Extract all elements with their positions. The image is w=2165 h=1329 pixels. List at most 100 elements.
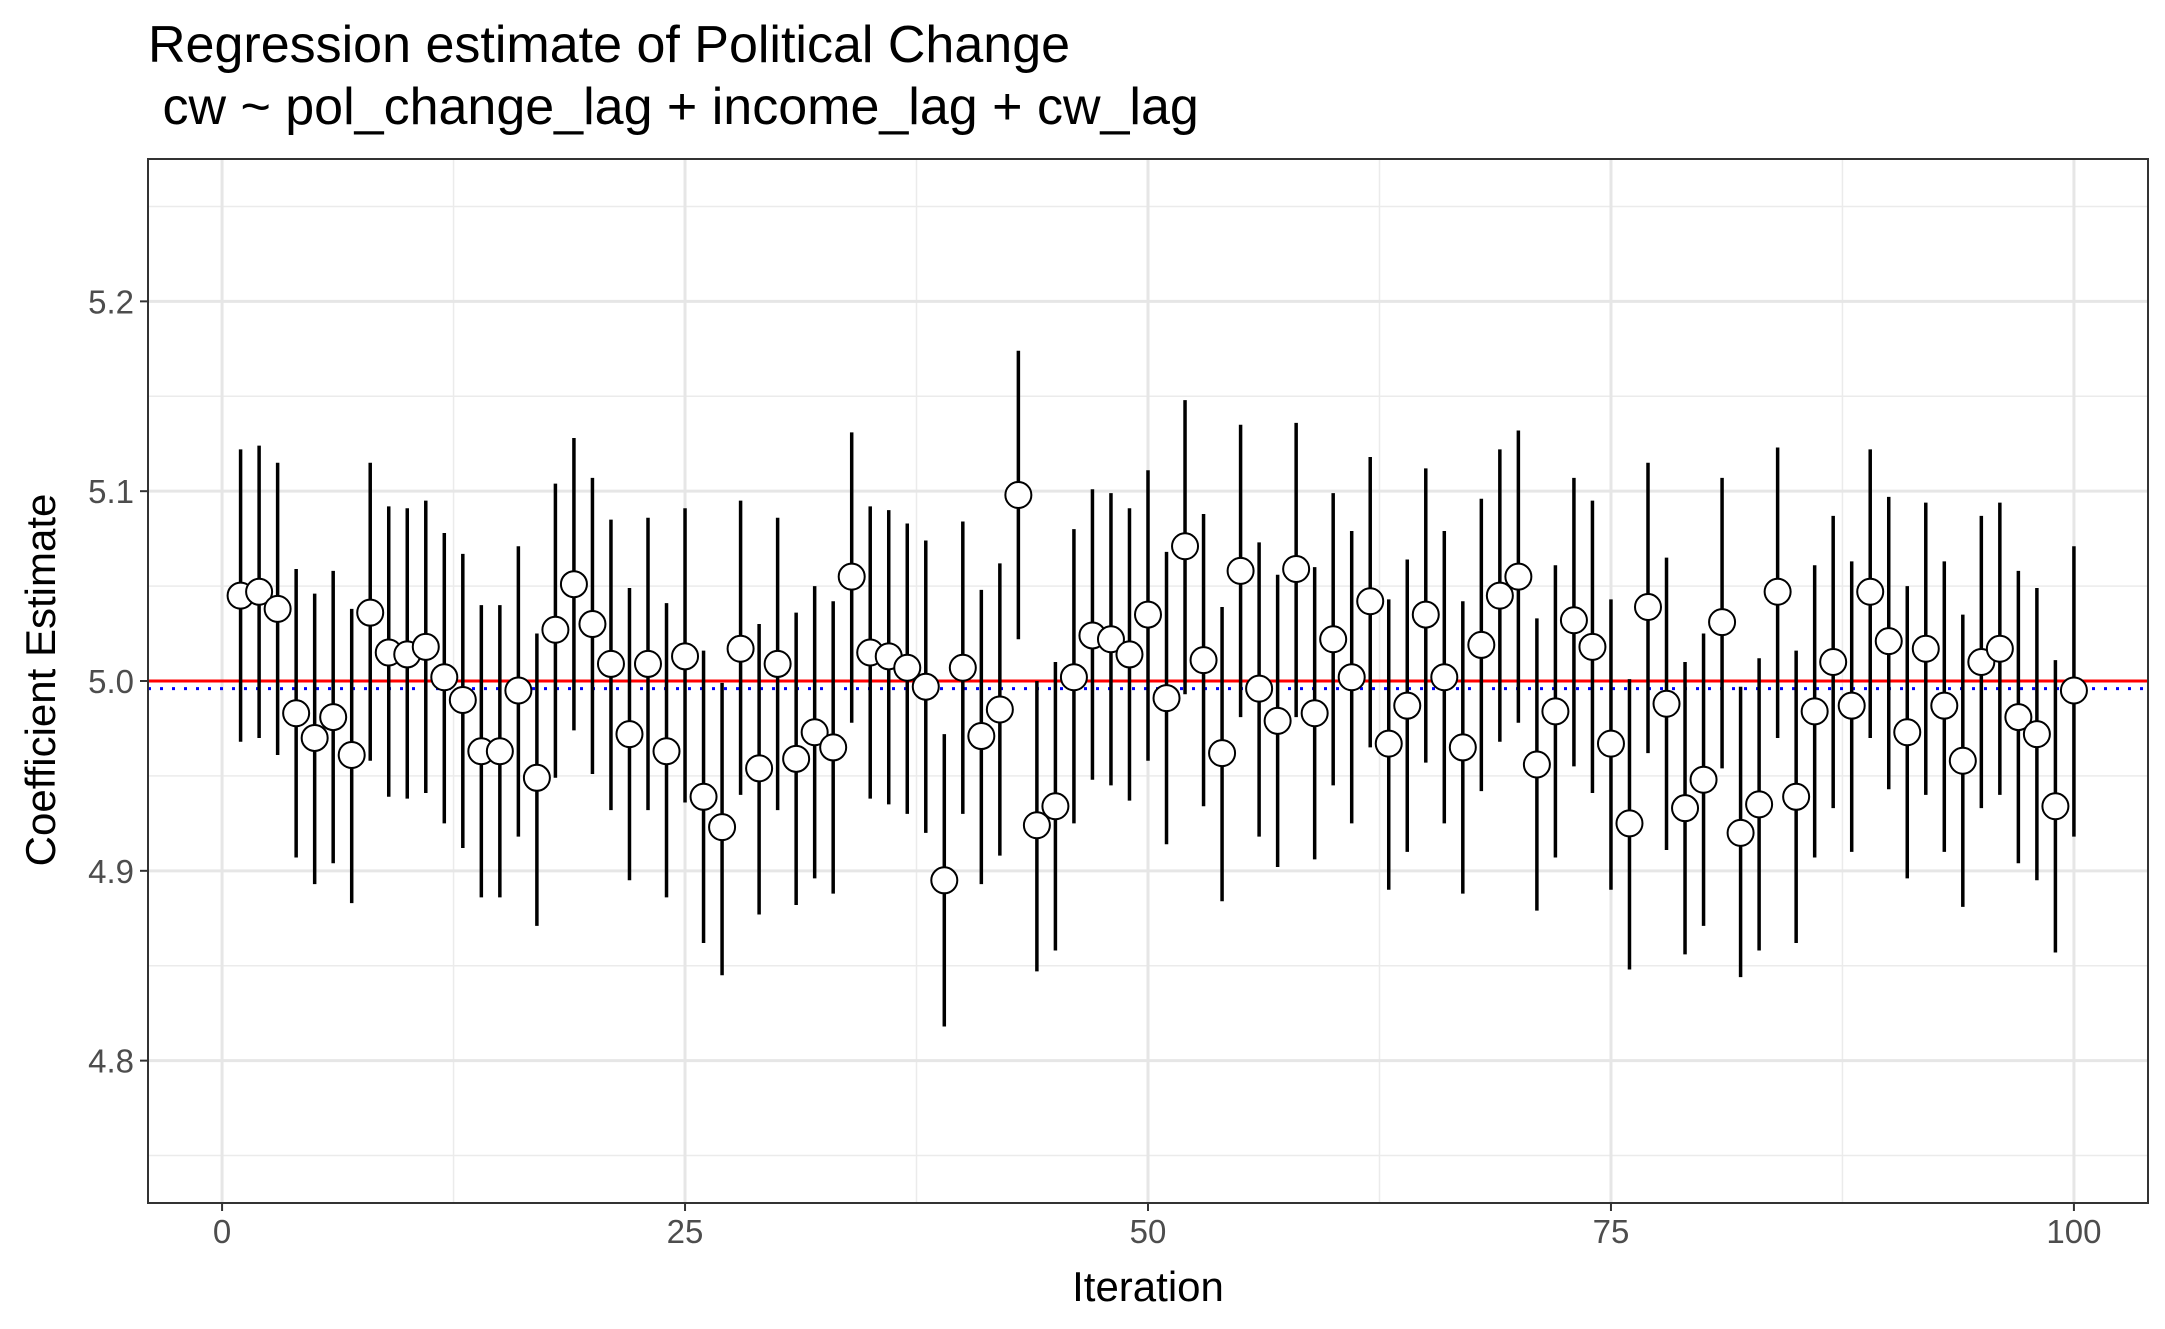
data-point [1726, 818, 1755, 847]
data-point [782, 744, 811, 773]
data-point [800, 718, 829, 747]
data-point [1689, 765, 1718, 794]
data-point [1559, 606, 1588, 635]
data-point [1300, 699, 1329, 728]
data-point [671, 642, 700, 671]
x-tick-label: 25 [667, 1213, 704, 1250]
data-point [1541, 697, 1570, 726]
data-point [1263, 706, 1292, 735]
data-point [1189, 646, 1218, 675]
data-point [1337, 663, 1366, 692]
data-point [930, 866, 959, 895]
data-point [1393, 691, 1422, 720]
data-point [430, 663, 459, 692]
data-point [1911, 634, 1940, 663]
data-point [1763, 577, 1792, 606]
data-point [411, 632, 440, 661]
data-point [2022, 720, 2051, 749]
data-point [1134, 600, 1162, 629]
data-point [1652, 689, 1681, 718]
data-point [1504, 562, 1533, 591]
data-point [1634, 592, 1662, 621]
data-point [1985, 634, 2014, 663]
data-point [263, 594, 292, 623]
data-point [726, 634, 755, 663]
x-tick-label: 100 [2046, 1213, 2101, 1250]
data-point [522, 763, 551, 792]
y-tick-label: 4.9 [88, 853, 134, 890]
data-point [1930, 691, 1959, 720]
x-tick-label: 0 [213, 1213, 231, 1250]
data-point [1671, 794, 1700, 823]
data-point [1800, 697, 1829, 726]
data-point [1115, 640, 1144, 669]
data-point [1282, 555, 1311, 584]
data-point [1171, 532, 1200, 561]
data-point [596, 649, 625, 678]
data-point [1374, 729, 1403, 758]
data-point [985, 695, 1014, 724]
data-series [226, 350, 2088, 1027]
data-point [1893, 718, 1922, 747]
data-point [1837, 691, 1866, 720]
data-point [337, 741, 366, 770]
data-point [1041, 792, 1070, 821]
data-point [300, 723, 329, 752]
data-point [1596, 729, 1625, 758]
data-point [356, 598, 385, 627]
y-tick-label: 5.2 [88, 283, 134, 320]
data-point [504, 676, 533, 705]
data-point [1819, 648, 1848, 677]
data-point [763, 649, 792, 678]
data-point [1745, 790, 1774, 819]
data-point [1615, 809, 1644, 838]
data-point [578, 610, 607, 639]
data-point [1245, 674, 1274, 703]
data-point [1096, 625, 1125, 654]
data-point [1948, 746, 1977, 775]
data-point [282, 699, 311, 728]
data-point [615, 720, 644, 749]
data-point [967, 722, 996, 751]
data-point [1226, 556, 1255, 585]
chart-title: Regression estimate of Political Change [148, 16, 1070, 74]
data-point [1059, 663, 1088, 692]
data-point [541, 615, 570, 644]
data-point [1004, 480, 1033, 509]
data-point [2059, 676, 2088, 705]
data-point [819, 733, 848, 762]
data-point [652, 737, 681, 766]
data-point [708, 813, 737, 842]
x-tick-label: 50 [1130, 1213, 1167, 1250]
data-point [1522, 750, 1551, 779]
x-axis-title: Iteration [1072, 1263, 1224, 1310]
data-point [2041, 792, 2070, 821]
data-point [2004, 703, 2033, 732]
data-point [1874, 627, 1903, 656]
data-point [1319, 625, 1348, 654]
data-point [1578, 632, 1607, 661]
data-point [1485, 581, 1514, 610]
data-point [1411, 600, 1440, 629]
data-point [911, 672, 940, 701]
data-point [245, 577, 274, 606]
data-point [1708, 608, 1737, 637]
y-tick-label: 5.0 [88, 663, 134, 700]
y-axis-title: Coefficient Estimate [17, 494, 64, 867]
data-point [634, 649, 662, 678]
chart-subtitle: cw ~ pol_change_lag + income_lag + cw_la… [148, 78, 1199, 136]
data-point [948, 653, 977, 682]
data-point [1430, 663, 1459, 692]
data-point [1467, 630, 1496, 659]
data-point [689, 782, 718, 811]
data-point [893, 653, 922, 682]
data-point [837, 562, 866, 591]
axes: 0 25 50 75 100 4.8 4.9 5.0 5.1 5.2 [88, 158, 2149, 1250]
data-point [1356, 587, 1385, 616]
x-tick-label: 75 [1593, 1213, 1630, 1250]
data-point [1208, 739, 1237, 768]
data-point [1448, 733, 1477, 762]
data-point [1022, 811, 1051, 840]
data-point [1856, 577, 1885, 606]
